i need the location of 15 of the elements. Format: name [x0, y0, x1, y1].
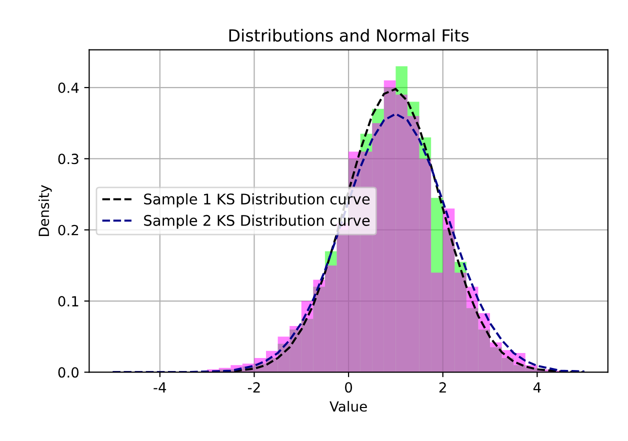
x-axis-title: Value — [330, 400, 367, 412]
x-tick-label: 4 — [533, 382, 541, 392]
x-tick-label: 0 — [345, 382, 352, 393]
legend-label: Sample 2 KS Distribution curve — [144, 214, 370, 229]
y-tick-label: 0.4 — [58, 82, 79, 94]
y-tick-label: 0.0 — [58, 367, 79, 378]
chart-title: Distributions and Normal Fits — [229, 28, 469, 42]
x-tick-label: -4 — [154, 382, 166, 392]
y-axis-title: Density — [38, 185, 52, 236]
x-tick-label: 2 — [439, 382, 446, 392]
y-tick-label: 0.3 — [58, 154, 78, 164]
y-tick-label: 0.2 — [58, 224, 78, 236]
y-tick-label: 0.1 — [58, 296, 78, 307]
x-tick-label: -2 — [248, 382, 260, 392]
legend-label: Sample 1 KS Distribution curve — [144, 193, 370, 208]
